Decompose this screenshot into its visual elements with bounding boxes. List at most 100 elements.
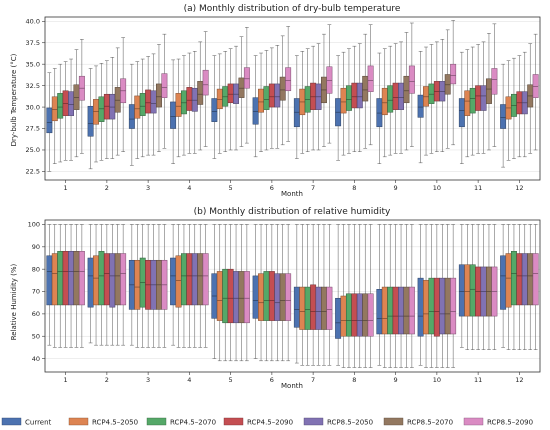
humidity-boxplot-panel: (b) Monthly distribution of relative hum… xyxy=(10,207,541,390)
box-month-6-series-3 xyxy=(263,224,270,362)
box-iqr xyxy=(191,87,198,112)
box-month-7-series-6 xyxy=(321,33,327,147)
box-month-11-series-7 xyxy=(491,23,498,147)
box-month-8-series-4 xyxy=(351,224,358,368)
box-month-12-series-5 xyxy=(521,51,528,158)
box-month-6-series-2 xyxy=(258,52,264,152)
box-month-9-series-6 xyxy=(403,224,410,368)
box-iqr xyxy=(78,251,85,306)
box-iqr xyxy=(252,97,259,125)
box-iqr xyxy=(326,66,333,94)
box-month-11-series-6 xyxy=(486,224,492,350)
box-month-10-series-6 xyxy=(444,224,451,368)
box-month-2-series-1 xyxy=(87,68,94,170)
y-tick-label: 32.5 xyxy=(26,82,40,90)
y-tick-label: 35.0 xyxy=(26,60,40,68)
box-iqr xyxy=(428,277,435,335)
box-month-3-series-7 xyxy=(161,33,168,149)
box-month-2-series-7 xyxy=(120,37,127,152)
box-iqr xyxy=(197,81,204,105)
box-iqr xyxy=(532,253,539,306)
box-iqr xyxy=(387,85,394,113)
box-iqr xyxy=(161,73,168,98)
box-iqr xyxy=(417,277,424,337)
box-month-9-series-5 xyxy=(398,224,405,368)
legend-label: RCP4.5–2090 xyxy=(247,419,293,427)
box-month-12-series-7 xyxy=(532,224,539,350)
box-iqr xyxy=(345,293,352,337)
box-month-9-series-1 xyxy=(376,224,383,366)
box-iqr xyxy=(387,286,394,335)
legend-swatch xyxy=(146,417,167,426)
box-month-6-series-5 xyxy=(274,45,281,149)
box-month-8-series-4 xyxy=(351,45,358,152)
box-month-1-series-4 xyxy=(62,61,69,161)
legend-item-7: RCP8.5–2090 xyxy=(463,417,533,427)
box-month-12-series-2 xyxy=(505,60,512,161)
box-month-2-series-7 xyxy=(120,224,127,346)
box-month-6-series-7 xyxy=(285,26,292,142)
box-month-10-series-3 xyxy=(428,44,435,154)
y-tick-label: 50 xyxy=(32,332,40,340)
box-iqr xyxy=(252,275,259,319)
x-tick-label: 9 xyxy=(394,376,398,384)
box-iqr xyxy=(381,286,388,335)
box-iqr xyxy=(134,259,141,310)
box-month-9-series-7 xyxy=(408,224,415,368)
box-month-2-series-5 xyxy=(109,224,116,346)
box-month-12-series-2 xyxy=(505,224,512,350)
box-iqr xyxy=(57,93,64,119)
box-month-10-series-7 xyxy=(450,20,457,146)
box-iqr xyxy=(362,293,369,337)
box-iqr xyxy=(243,67,250,89)
y-tick-label: 80 xyxy=(32,265,40,273)
box-month-4-series-6 xyxy=(197,224,204,348)
box-iqr xyxy=(202,69,209,96)
y-axis-label-b: Relative Humidity (%) xyxy=(10,263,18,340)
box-iqr xyxy=(57,251,64,306)
box-iqr xyxy=(486,78,492,104)
box-month-3-series-3 xyxy=(139,224,146,348)
box-iqr xyxy=(103,253,110,306)
box-iqr xyxy=(464,264,471,317)
box-month-7-series-5 xyxy=(315,224,322,366)
legend-label: RCP4.5–2070 xyxy=(170,419,216,427)
x-tick-label: 3 xyxy=(146,376,150,384)
legend-label: RCP4.5–2050 xyxy=(92,419,138,427)
box-month-5-series-1 xyxy=(211,224,218,359)
box-iqr xyxy=(340,295,347,337)
box-month-9-series-5 xyxy=(398,41,405,154)
box-iqr xyxy=(469,264,476,317)
box-month-11-series-3 xyxy=(469,46,476,156)
box-month-6-series-4 xyxy=(268,224,275,362)
chart-title-a: (a) Monthly distribution of dry-bulb tem… xyxy=(184,4,401,14)
box-month-2-series-5 xyxy=(109,57,116,159)
box-month-8-series-2 xyxy=(340,224,347,368)
box-iqr xyxy=(521,253,528,306)
box-month-5-series-7 xyxy=(243,224,250,362)
box-iqr xyxy=(227,83,234,104)
box-iqr xyxy=(439,81,446,102)
box-iqr xyxy=(367,293,374,337)
box-month-1-series-3 xyxy=(57,224,64,348)
box-month-11-series-4 xyxy=(475,44,482,154)
x-tick-label: 3 xyxy=(146,184,150,192)
box-iqr xyxy=(93,255,99,306)
box-month-4-series-3 xyxy=(180,224,187,348)
x-tick-label: 2 xyxy=(105,376,109,384)
box-iqr xyxy=(62,90,69,116)
box-iqr xyxy=(233,83,240,104)
box-month-8-series-7 xyxy=(367,24,374,146)
box-month-5-series-2 xyxy=(216,53,223,154)
x-tick-label: 8 xyxy=(352,184,356,192)
box-iqr xyxy=(263,271,270,321)
box-month-6-series-5 xyxy=(274,224,281,362)
box-month-9-series-4 xyxy=(392,43,399,154)
box-month-8-series-2 xyxy=(340,51,347,156)
box-iqr xyxy=(197,253,204,306)
box-month-4-series-6 xyxy=(197,41,204,151)
box-iqr xyxy=(285,67,292,92)
legend-item-3: RCP4.5–2070 xyxy=(146,417,216,427)
box-month-11-series-4 xyxy=(475,224,482,350)
box-iqr xyxy=(238,77,245,98)
